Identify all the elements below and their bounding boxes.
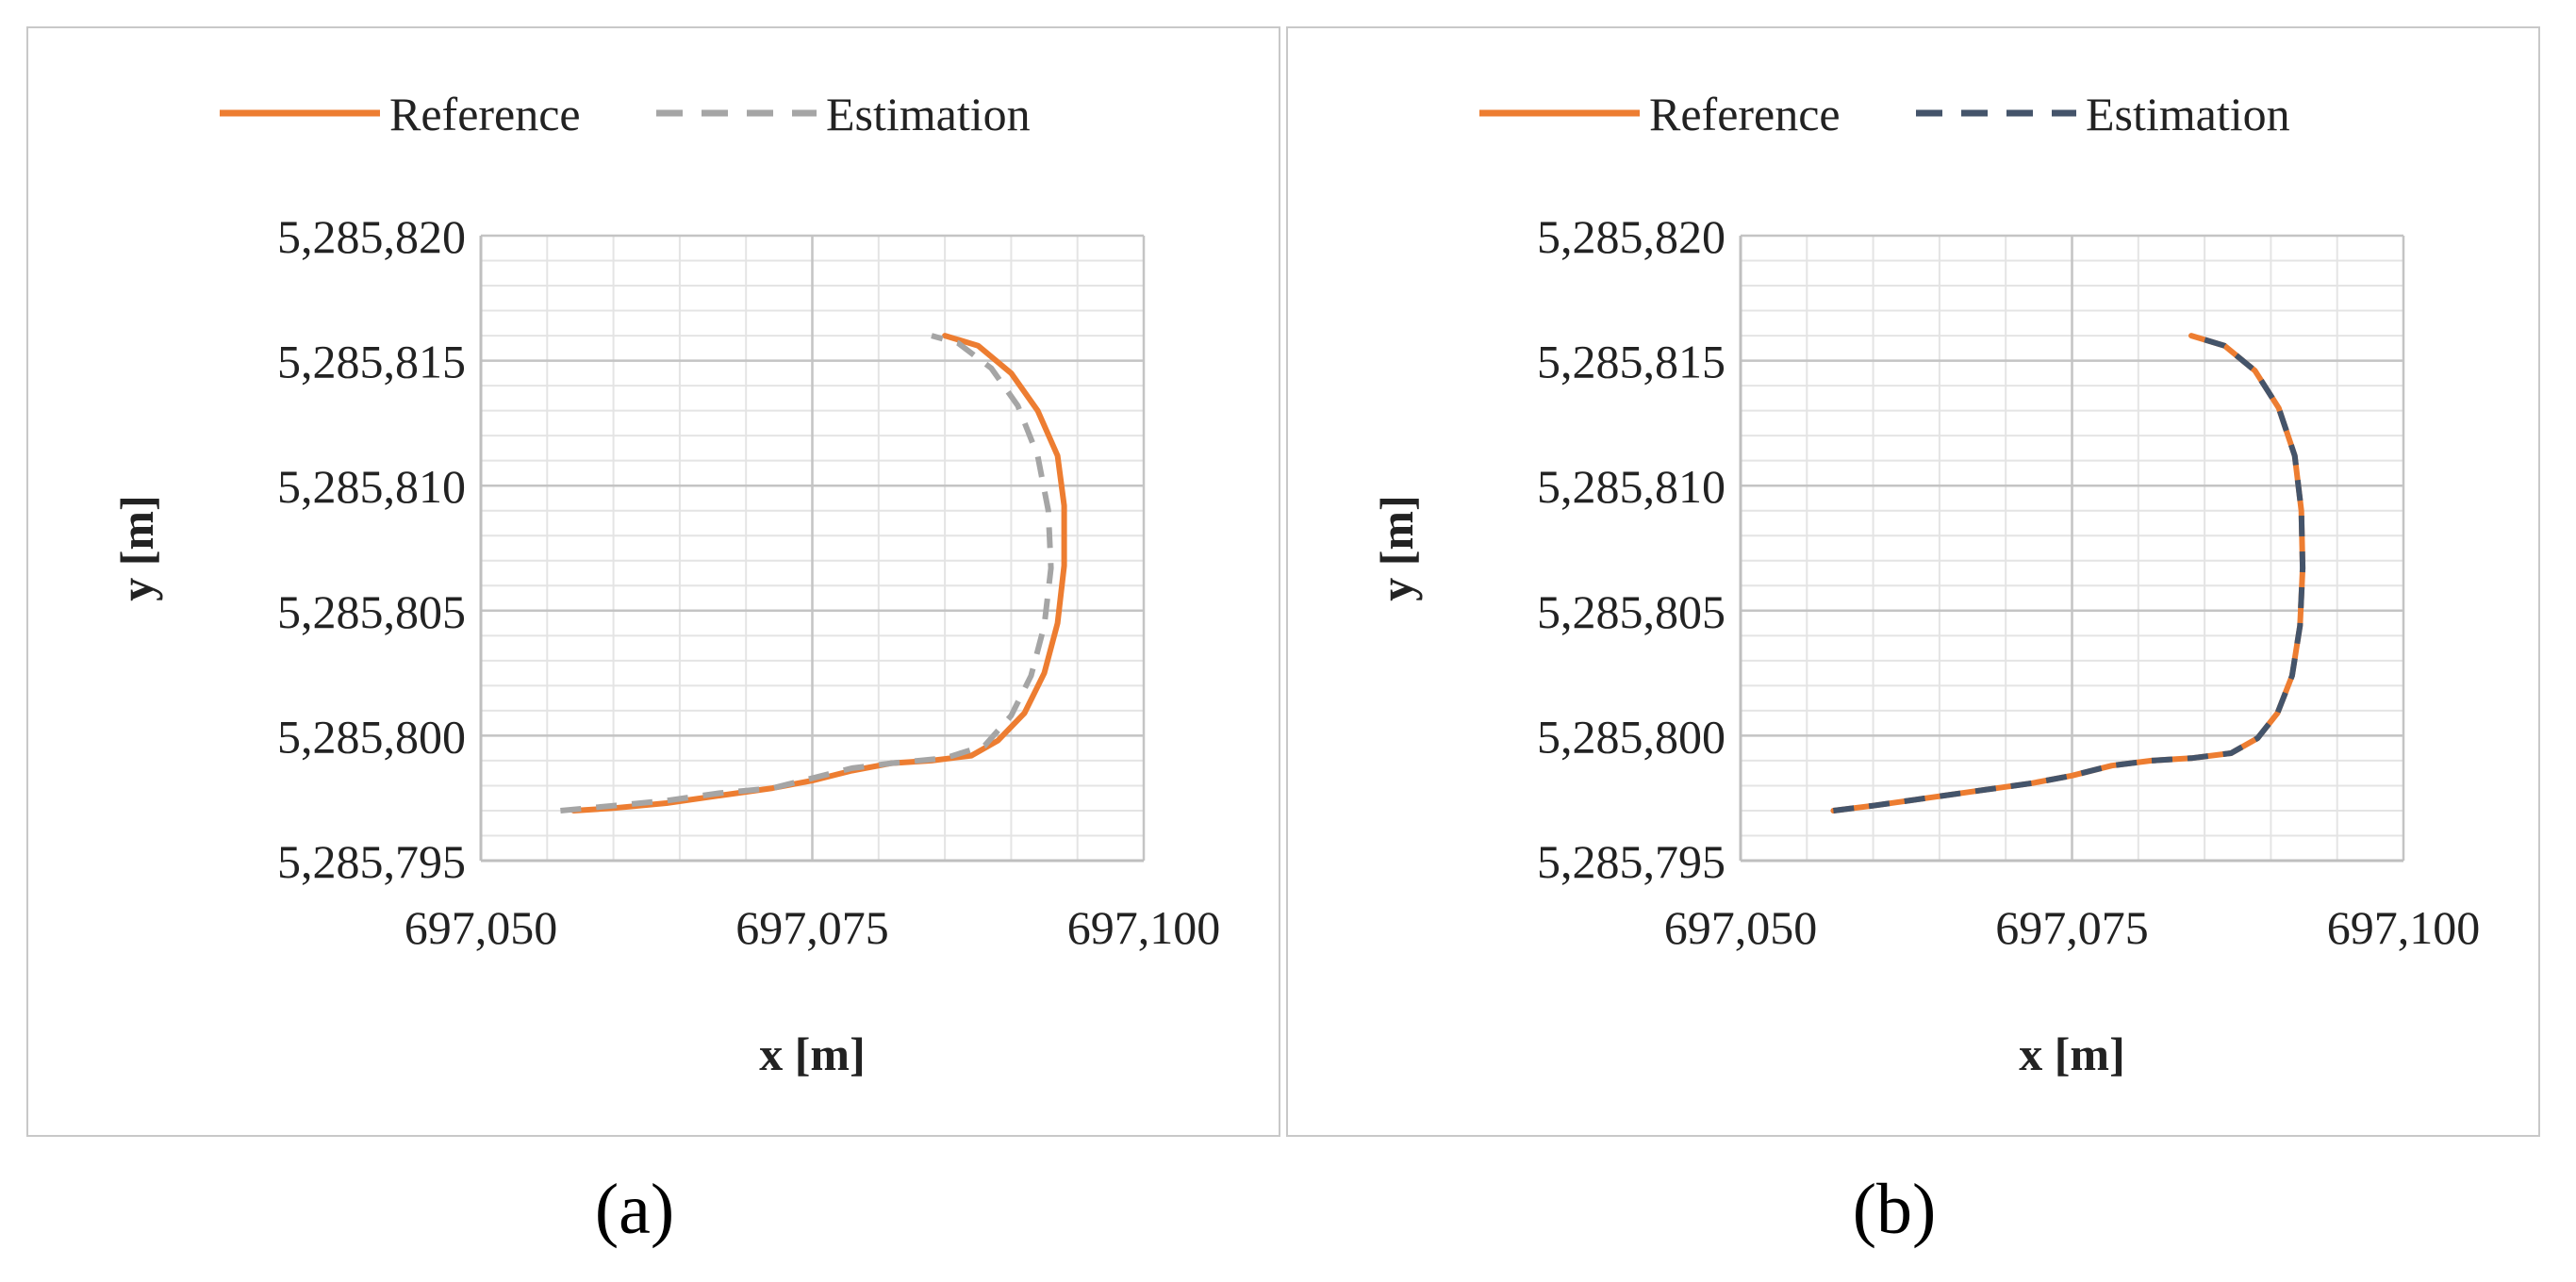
series-line-estimation xyxy=(1833,333,2306,814)
y-tick-label: 5,285,800 xyxy=(277,710,466,763)
series-line-reference xyxy=(570,333,1067,814)
y-tick-label: 5,285,815 xyxy=(277,336,466,388)
x-tick-label: 697,050 xyxy=(405,901,558,954)
major-gridlines xyxy=(479,234,1146,863)
x-tick-label: 697,075 xyxy=(1995,901,2149,954)
y-tick-label: 5,285,795 xyxy=(277,835,466,888)
chart-a: 5,285,795 5,285,800 5,285,805 5,285,810 5,28… xyxy=(110,88,1221,1080)
legend-label-reference: Reference xyxy=(389,88,581,140)
panel-label-b: (b) xyxy=(1852,1170,1937,1249)
chart-panel-b: 5,285,795 5,285,800 5,285,805 5,285,810 5,28… xyxy=(1286,26,2540,1137)
y-tick-label: 5,285,805 xyxy=(1537,585,1726,638)
x-axis-title: x [m] xyxy=(2019,1027,2124,1080)
y-tick-label: 5,285,815 xyxy=(1537,336,1726,388)
y-tick-label: 5,285,820 xyxy=(277,210,466,263)
y-tick-label: 5,285,820 xyxy=(1537,210,1726,263)
series-line-estimation xyxy=(560,333,1054,814)
y-tick-label: 5,285,810 xyxy=(1537,460,1726,513)
x-tick-label: 697,075 xyxy=(735,901,889,954)
legend-label-estimation: Estimation xyxy=(2086,88,2290,140)
y-axis-title: y [m] xyxy=(110,495,163,600)
legend: Reference Estimation xyxy=(1479,88,2290,140)
legend: Reference Estimation xyxy=(220,88,1031,140)
y-tick-label: 5,285,795 xyxy=(1537,835,1726,888)
legend-label-estimation: Estimation xyxy=(826,88,1031,140)
y-tick-label: 5,285,800 xyxy=(1537,710,1726,763)
x-tick-label: 697,100 xyxy=(2327,901,2481,954)
legend-label-reference: Reference xyxy=(1649,88,1841,140)
series-line-reference xyxy=(1830,333,2306,814)
y-tick-label: 5,285,805 xyxy=(277,585,466,638)
chart-b: 5,285,795 5,285,800 5,285,805 5,285,810 5,28… xyxy=(1370,88,2481,1080)
y-tick-label: 5,285,810 xyxy=(277,460,466,513)
panel-label-a: (a) xyxy=(594,1170,675,1249)
x-tick-label: 697,050 xyxy=(1664,901,1818,954)
y-axis-title: y [m] xyxy=(1370,495,1423,600)
chart-panel-a: 5,285,795 5,285,800 5,285,805 5,285,810 5,28… xyxy=(26,26,1280,1137)
x-axis-title: x [m] xyxy=(759,1027,865,1080)
x-tick-label: 697,100 xyxy=(1067,901,1221,954)
